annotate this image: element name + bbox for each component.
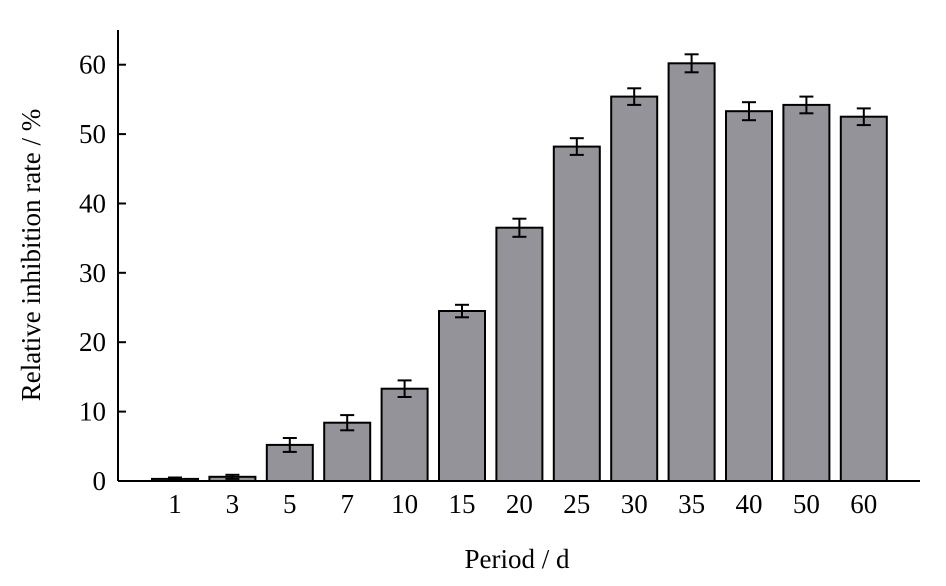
error-bar-7 bbox=[340, 414, 355, 432]
x-tick-label-3: 3 bbox=[226, 489, 240, 519]
error-bar-50 bbox=[799, 95, 814, 115]
error-bar-5 bbox=[282, 437, 297, 453]
x-tick-label-40: 40 bbox=[736, 489, 763, 519]
bar-20 bbox=[495, 226, 544, 482]
error-bar-60 bbox=[856, 107, 871, 127]
error-bars-layer bbox=[168, 53, 871, 482]
error-bar-15 bbox=[455, 303, 469, 319]
x-tick-label-20: 20 bbox=[506, 489, 533, 519]
bar-25 bbox=[552, 145, 601, 482]
y-tick-label-0: 0 bbox=[93, 466, 107, 496]
y-axis-label: Relative inhibition rate / % bbox=[16, 109, 46, 401]
error-bar-25 bbox=[569, 137, 584, 156]
bar-40 bbox=[725, 110, 773, 482]
y-tick-label-20: 20 bbox=[79, 327, 106, 357]
x-tick-label-60: 60 bbox=[850, 489, 877, 519]
bar-15 bbox=[438, 310, 486, 482]
error-bar-3 bbox=[225, 473, 240, 480]
y-tick-label-30: 30 bbox=[79, 258, 106, 288]
error-bar-40 bbox=[742, 101, 756, 122]
axes-layer bbox=[117, 30, 920, 482]
bars-layer bbox=[151, 62, 888, 483]
y-tick-label-10: 10 bbox=[79, 397, 106, 427]
x-tick-label-15: 15 bbox=[449, 489, 476, 519]
y-tick-label-60: 60 bbox=[79, 50, 106, 80]
bar-35 bbox=[667, 62, 716, 483]
bar-10 bbox=[380, 387, 429, 483]
error-bar-20 bbox=[512, 217, 527, 238]
x-tick-label-50: 50 bbox=[793, 489, 820, 519]
y-tick-label-40: 40 bbox=[79, 189, 106, 219]
x-tick-label-7: 7 bbox=[340, 489, 354, 519]
x-tick-label-10: 10 bbox=[391, 489, 418, 519]
x-tick-label-30: 30 bbox=[621, 489, 648, 519]
x-tick-label-25: 25 bbox=[563, 489, 590, 519]
x-tick-label-1: 1 bbox=[168, 489, 182, 519]
x-tick-label-35: 35 bbox=[678, 489, 705, 519]
error-bar-35 bbox=[684, 53, 699, 74]
bar-60 bbox=[839, 115, 888, 482]
bar-50 bbox=[782, 103, 831, 483]
y-tick-label-50: 50 bbox=[79, 119, 106, 149]
error-bar-30 bbox=[627, 87, 642, 106]
bar-30 bbox=[610, 95, 659, 482]
x-tick-label-5: 5 bbox=[283, 489, 297, 519]
x-axis-label: Period / d bbox=[465, 544, 570, 574]
error-bar-10 bbox=[397, 379, 412, 398]
bar-7 bbox=[323, 421, 372, 483]
